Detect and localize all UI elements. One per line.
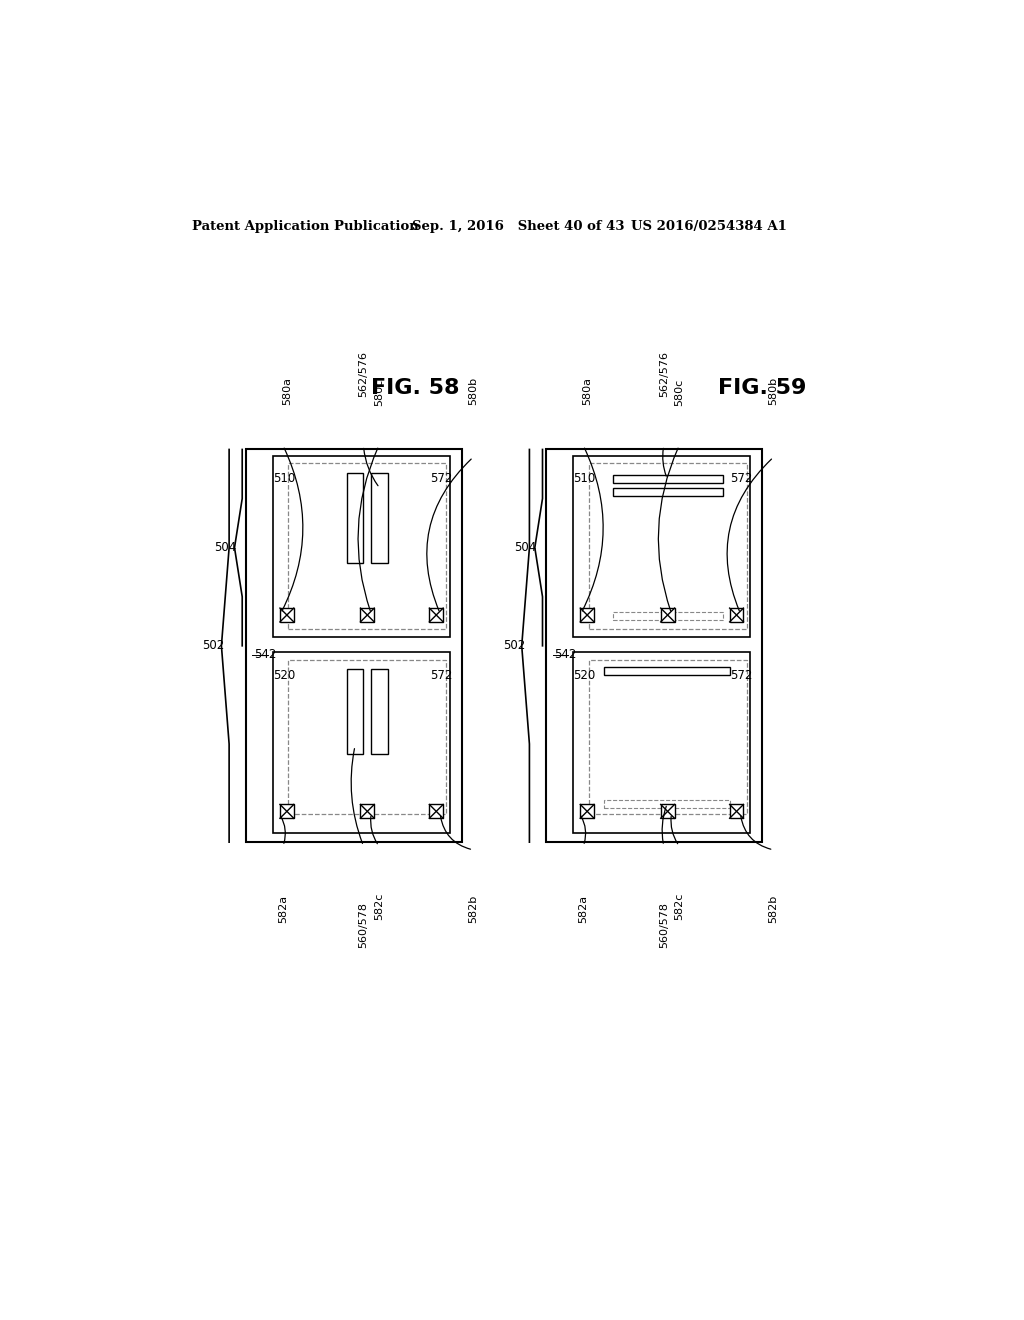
Bar xyxy=(581,804,594,818)
Text: 572: 572 xyxy=(430,668,452,681)
Text: 580a: 580a xyxy=(583,376,592,405)
Text: 582c: 582c xyxy=(674,892,684,920)
Bar xyxy=(289,463,446,628)
Bar xyxy=(280,804,294,818)
Bar xyxy=(730,804,743,818)
Text: 580a: 580a xyxy=(282,376,292,405)
Bar xyxy=(604,668,730,675)
Bar xyxy=(660,609,675,622)
Text: 502: 502 xyxy=(203,639,225,652)
Bar xyxy=(273,455,451,636)
Text: Sep. 1, 2016   Sheet 40 of 43: Sep. 1, 2016 Sheet 40 of 43 xyxy=(412,219,624,232)
Text: 504: 504 xyxy=(514,541,537,554)
Text: US 2016/0254384 A1: US 2016/0254384 A1 xyxy=(631,219,786,232)
Bar xyxy=(280,609,294,622)
Bar xyxy=(612,475,723,483)
Text: 502: 502 xyxy=(503,639,525,652)
Bar xyxy=(346,669,364,754)
Bar xyxy=(573,652,751,833)
Bar xyxy=(371,473,388,564)
Text: 562/576: 562/576 xyxy=(658,351,669,397)
Bar xyxy=(589,463,746,628)
Bar xyxy=(660,804,675,818)
Text: 520: 520 xyxy=(272,668,295,681)
Bar xyxy=(589,660,746,813)
Text: 510: 510 xyxy=(272,473,295,486)
Text: 582b: 582b xyxy=(768,895,778,923)
Text: 504: 504 xyxy=(214,541,237,554)
Text: Patent Application Publication: Patent Application Publication xyxy=(193,219,419,232)
Bar xyxy=(573,455,751,636)
Bar xyxy=(246,449,462,842)
Text: 580c: 580c xyxy=(374,379,384,407)
Text: 582c: 582c xyxy=(374,892,384,920)
Bar xyxy=(360,609,374,622)
Text: FIG. 58: FIG. 58 xyxy=(372,378,460,397)
Text: 520: 520 xyxy=(573,668,595,681)
Text: 582a: 582a xyxy=(579,895,589,923)
Bar xyxy=(360,804,374,818)
Text: 572: 572 xyxy=(730,473,753,486)
Bar xyxy=(604,800,730,808)
Text: FIG. 59: FIG. 59 xyxy=(718,378,806,397)
Text: 580b: 580b xyxy=(468,376,478,405)
Bar xyxy=(346,473,364,564)
Text: 572: 572 xyxy=(730,668,753,681)
Bar xyxy=(429,609,443,622)
Bar xyxy=(581,609,594,622)
Bar xyxy=(612,612,723,619)
Text: 572: 572 xyxy=(430,473,452,486)
Bar xyxy=(273,652,451,833)
Text: 580b: 580b xyxy=(768,376,778,405)
Bar xyxy=(612,488,723,496)
Text: 542: 542 xyxy=(254,648,276,661)
Text: 560/578: 560/578 xyxy=(358,903,369,948)
Bar xyxy=(730,609,743,622)
Text: 582b: 582b xyxy=(468,895,478,923)
Text: 542: 542 xyxy=(554,648,577,661)
Text: 580c: 580c xyxy=(674,379,684,407)
Bar xyxy=(371,669,388,754)
Text: 582a: 582a xyxy=(279,895,288,923)
Text: 510: 510 xyxy=(573,473,595,486)
Bar xyxy=(429,804,443,818)
Text: 560/578: 560/578 xyxy=(658,903,669,948)
Text: 562/576: 562/576 xyxy=(358,351,369,397)
Bar xyxy=(289,660,446,813)
Bar xyxy=(547,449,762,842)
